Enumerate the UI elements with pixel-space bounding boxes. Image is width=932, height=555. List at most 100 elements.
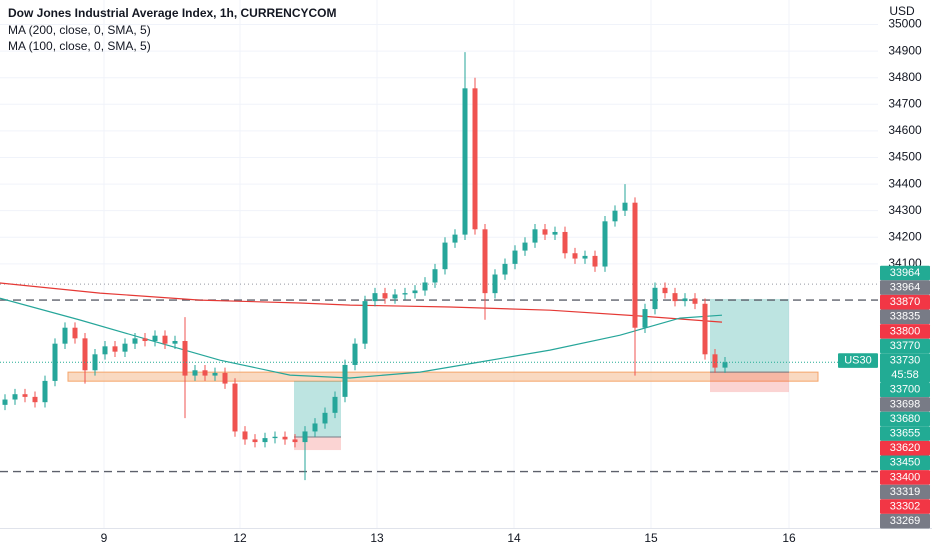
price-label-box	[880, 455, 930, 471]
moving-average-line	[0, 297, 723, 379]
candle-body	[412, 290, 418, 294]
y-tick-label: 35000	[888, 17, 922, 31]
candle-body	[502, 263, 508, 275]
candle-body	[512, 250, 518, 264]
price-label: 33698	[890, 398, 921, 410]
y-tick-label: 34900	[888, 43, 922, 57]
candle-body	[282, 436, 288, 440]
price-label-box	[880, 397, 930, 412]
x-tick-label: 12	[233, 531, 247, 545]
price-label-box	[880, 265, 930, 281]
candle-body	[82, 338, 88, 371]
price-label: 33655	[890, 428, 921, 440]
price-label: 33800	[890, 325, 921, 337]
candle-body	[432, 269, 438, 283]
position-stop	[710, 372, 789, 393]
candle-body	[492, 274, 498, 294]
price-label: 33319	[890, 486, 921, 498]
price-label-box	[880, 309, 930, 325]
candle-body	[332, 396, 338, 413]
price-label: 33680	[890, 413, 921, 425]
currency-label: USD	[889, 4, 915, 18]
candle-body	[592, 255, 598, 267]
candle-body	[382, 293, 388, 299]
y-tick-label: 34300	[888, 203, 922, 217]
candle-body	[342, 364, 348, 397]
position-target	[710, 298, 789, 373]
grid	[0, 0, 878, 528]
candle-body	[542, 229, 548, 235]
candle-body	[152, 335, 158, 342]
price-label-box	[880, 426, 930, 441]
y-tick-label: 34800	[888, 70, 922, 84]
candle-body	[632, 202, 638, 328]
y-tick-label: 34400	[888, 176, 922, 190]
price-label-box	[880, 338, 930, 354]
price-label: 33770	[890, 340, 921, 352]
candle-body	[452, 234, 458, 243]
candle-body	[612, 210, 618, 222]
candle-body	[162, 335, 168, 344]
candle-body	[72, 327, 78, 339]
candle-body	[192, 370, 198, 376]
price-label: 33302	[890, 501, 921, 513]
legend-entry: MA (200, close, 0, SMA, 5)	[8, 23, 151, 37]
price-label: 33835	[890, 311, 921, 323]
candle-body	[442, 242, 448, 270]
candle-body	[362, 301, 368, 344]
candle-body	[352, 343, 358, 365]
candle-body	[32, 396, 38, 403]
support-zone	[67, 371, 819, 382]
candle-body	[682, 298, 688, 302]
symbol-label: US30	[844, 355, 872, 367]
price-label-box	[880, 499, 930, 514]
legend-entry: MA (100, close, 0, SMA, 5)	[8, 39, 151, 53]
candle-body	[122, 343, 128, 352]
price-label: 33964	[890, 282, 921, 294]
y-tick-label: 34600	[888, 123, 922, 137]
candle-body	[722, 362, 728, 368]
price-label: 33700	[890, 384, 921, 396]
candle-body	[582, 255, 588, 259]
price-label: 33269	[890, 515, 921, 527]
price-label: 33730	[890, 355, 921, 367]
x-tick-label: 14	[507, 531, 521, 545]
candle-body	[622, 202, 628, 211]
candle-body	[222, 372, 228, 384]
candle-body	[62, 327, 68, 344]
price-label: 33450	[890, 457, 921, 469]
legend-header: Dow Jones Industrial Average Index, 1h, …	[8, 6, 337, 53]
candle-body	[422, 282, 428, 291]
candle-body	[472, 88, 478, 230]
price-label-box	[880, 484, 930, 500]
countdown: 45:58	[891, 369, 919, 381]
candle-body	[292, 439, 298, 443]
candle-body	[672, 293, 678, 302]
moving-average-line	[0, 282, 723, 323]
x-tick-label: 9	[101, 531, 108, 545]
candle-body	[252, 439, 258, 443]
candle-body	[2, 399, 8, 405]
moving-averages	[0, 282, 723, 379]
candle-body	[102, 346, 108, 355]
y-tick-label: 34500	[888, 150, 922, 164]
x-tick-label: 15	[644, 531, 658, 545]
candle-body	[92, 354, 98, 371]
candle-body	[702, 303, 708, 355]
axes: USD 341003420034300344003450034600347003…	[0, 4, 932, 545]
candle-body	[182, 341, 188, 376]
price-label-box	[880, 513, 930, 529]
candle-body	[232, 383, 238, 432]
candle-body	[372, 293, 378, 302]
candles	[0, 52, 878, 481]
price-label-box	[880, 411, 930, 427]
y-tick-label: 34700	[888, 96, 922, 110]
position-stop	[294, 437, 341, 451]
candle-body	[142, 338, 148, 342]
symbol-label-box	[838, 353, 878, 368]
candle-body	[522, 242, 528, 251]
candle-body	[662, 287, 668, 294]
candle-body	[602, 221, 608, 267]
candle-body	[692, 298, 698, 304]
